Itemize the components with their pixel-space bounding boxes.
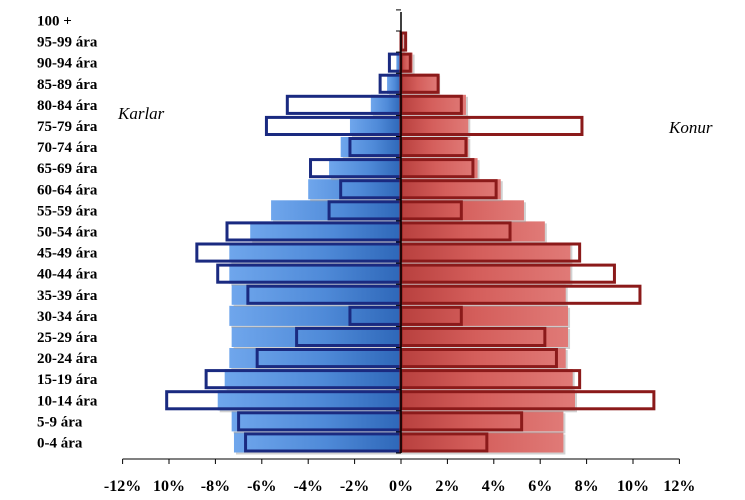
bar-konur-filled xyxy=(401,369,573,390)
bar-konur-filled xyxy=(401,284,566,305)
category-label: 80-84 ára xyxy=(37,98,98,114)
x-tick-label: 10% xyxy=(153,478,185,495)
x-tick-label: 12% xyxy=(663,478,695,495)
x-tick-label: 8% xyxy=(575,478,599,495)
x-tick-label: 10% xyxy=(617,478,649,495)
category-label: 0-4 ára xyxy=(37,435,83,451)
side-label-left: Karlar xyxy=(117,104,165,123)
category-label: 40-44 ára xyxy=(37,267,98,283)
x-tick-label: 2% xyxy=(435,478,459,495)
bar-konur-filled xyxy=(401,221,545,242)
x-tick-label: 4% xyxy=(482,478,506,495)
category-label: 70-74 ára xyxy=(37,140,98,156)
bar-konur-filled xyxy=(401,242,571,263)
bar-konur-filled xyxy=(401,52,413,73)
bar-karlar-filled xyxy=(217,390,401,411)
category-label: 45-49 ára xyxy=(37,246,98,262)
bar-konur-filled xyxy=(401,390,575,411)
bar-karlar-filled xyxy=(329,158,401,179)
bar-konur-filled xyxy=(401,411,564,432)
category-label: 85-89 ára xyxy=(37,77,98,93)
category-label: 5-9 ára xyxy=(37,414,83,430)
bar-konur-filled xyxy=(401,179,501,200)
bar-karlar-filled xyxy=(370,94,401,115)
bar-karlar-filled xyxy=(229,305,401,326)
category-label: 95-99 ára xyxy=(37,35,98,51)
bar-konur-filled xyxy=(401,137,469,158)
category-label: 55-59 ára xyxy=(37,203,98,219)
category-label: 75-79 ára xyxy=(37,119,98,135)
category-label: 30-34 ára xyxy=(37,309,98,325)
bar-karlar-filled xyxy=(229,348,401,369)
bar-konur-filled xyxy=(401,305,569,326)
bar-konur-filled xyxy=(401,158,478,179)
bar-konur-filled xyxy=(401,432,564,453)
bar-karlar-filled xyxy=(396,52,401,73)
category-label: 90-94 ára xyxy=(37,56,98,72)
category-label: 25-29 ára xyxy=(37,330,98,346)
x-tick-label: 0% xyxy=(389,478,413,495)
x-tick-labels: -12% 10% -8% -6% -4% -2% 0% 2% 4% 6% 8% 10% 12% xyxy=(104,478,695,495)
category-label: 100 + xyxy=(37,13,72,29)
x-tick-label: -4% xyxy=(294,478,323,495)
bar-karlar-filled xyxy=(271,200,401,221)
bar-karlar-filled xyxy=(233,432,401,453)
category-label: 10-14 ára xyxy=(37,393,98,409)
x-tick-label: -12% xyxy=(104,478,141,495)
axes xyxy=(122,9,680,464)
bar-konur-filled xyxy=(401,326,569,347)
bar-karlar-filled xyxy=(250,221,401,242)
bar-karlar-filled xyxy=(308,179,401,200)
bar-karlar-filled xyxy=(229,263,401,284)
bar-konur-filled xyxy=(401,73,439,94)
bar-konur-filled xyxy=(401,263,571,284)
category-label: 50-54 ára xyxy=(37,224,98,240)
category-label: 60-64 ára xyxy=(37,182,98,198)
filled-bars xyxy=(217,31,577,455)
x-tick-label: -6% xyxy=(247,478,276,495)
bar-karlar-filled xyxy=(229,242,401,263)
bar-karlar-filled xyxy=(231,326,401,347)
x-tick-label: 6% xyxy=(528,478,552,495)
bar-karlar-filled xyxy=(340,137,401,158)
side-label-right: Konur xyxy=(668,118,713,137)
bar-karlar-filled xyxy=(349,115,401,136)
bar-karlar-filled xyxy=(231,411,401,432)
category-labels: 0-4 ára 5-9 ára 10-14 ára 15-19 ára 20-24 ár… xyxy=(37,13,98,451)
bar-konur-filled xyxy=(401,348,566,369)
bar-karlar-filled xyxy=(224,369,401,390)
x-tick-label: -8% xyxy=(201,478,230,495)
x-tick-label: -2% xyxy=(340,478,369,495)
category-label: 20-24 ára xyxy=(37,351,98,367)
bar-konur-filled xyxy=(401,94,466,115)
category-label: 65-69 ára xyxy=(37,161,98,177)
category-label: 35-39 ára xyxy=(37,288,98,304)
bar-konur-filled xyxy=(401,115,469,136)
bar-karlar-filled xyxy=(231,284,401,305)
bar-karlar-filled xyxy=(387,73,401,94)
category-label: 15-19 ára xyxy=(37,372,98,388)
